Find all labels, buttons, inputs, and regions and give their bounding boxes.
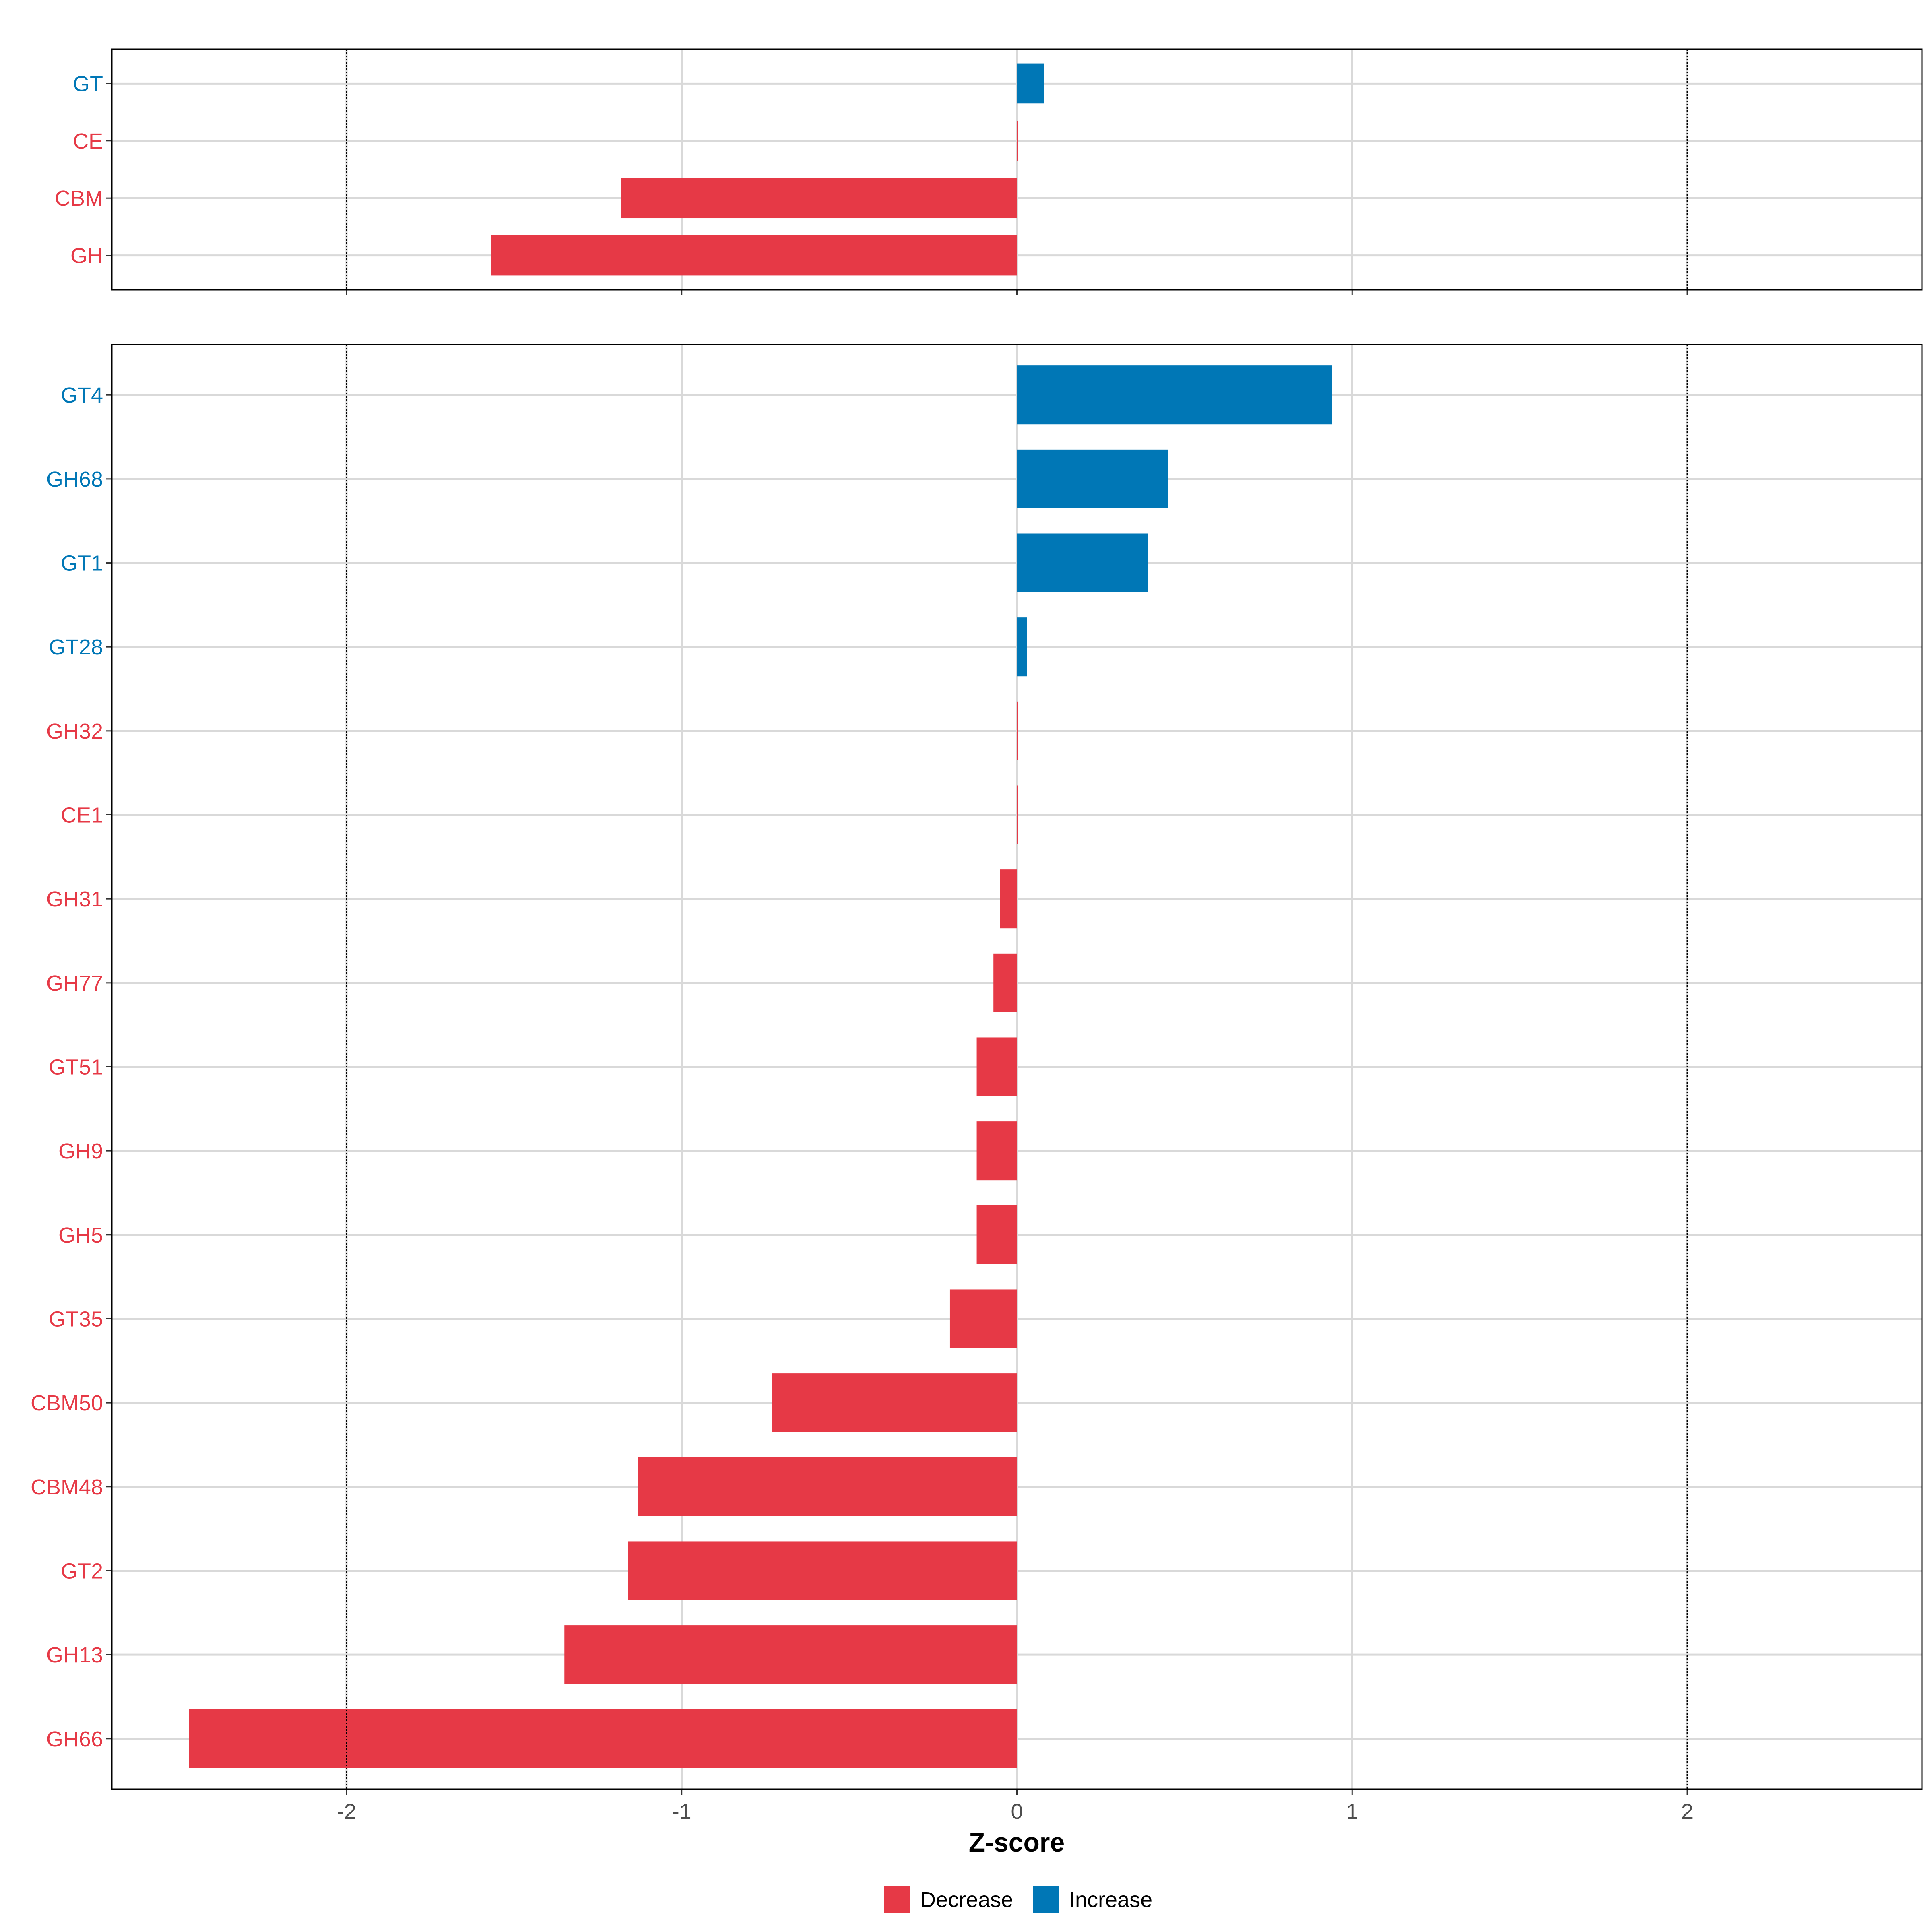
category-label-cbm48: CBM48 [31, 1475, 103, 1499]
legend-label-decrease: Decrease [920, 1888, 1013, 1912]
bar-cbm48 [638, 1457, 1017, 1516]
category-label-gt1: GT1 [61, 551, 103, 576]
x-tick-label: -1 [672, 1800, 691, 1824]
bar-gh13 [564, 1625, 1017, 1684]
bar-gh5 [976, 1205, 1017, 1264]
panel-border [111, 48, 1923, 291]
bottom-panel: GT4 GH68 GT1 GT28 GH32 CE1 GH31 GH77 GT51 GH9 GH5 G… [31, 344, 1923, 1795]
bar-gt35 [949, 1289, 1017, 1348]
bar-gh77 [993, 953, 1017, 1012]
x-axis-title: Z-score [969, 1827, 1065, 1857]
x-tick-label: 1 [1346, 1800, 1358, 1824]
x-tick-label: -2 [337, 1800, 356, 1824]
bar-gh68 [1017, 449, 1168, 508]
panel-border [111, 344, 1923, 1790]
category-label-gh: GH [70, 244, 103, 268]
category-label-cbm50: CBM50 [31, 1391, 103, 1415]
category-label-gh13: GH13 [46, 1643, 103, 1667]
bar-ce1 [1017, 785, 1018, 844]
bar-gh31 [1000, 869, 1017, 929]
category-label-gh9: GH9 [58, 1139, 103, 1163]
bar-cbm50 [772, 1373, 1017, 1432]
bar-gt51 [976, 1037, 1017, 1096]
bar-gh9 [976, 1121, 1017, 1181]
category-label-gh66: GH66 [46, 1727, 103, 1751]
legend: Decrease Increase [884, 1886, 1152, 1913]
category-label-ce: CE [73, 129, 103, 153]
category-label-gt35: GT35 [49, 1307, 103, 1331]
category-label-gt4: GT4 [61, 383, 103, 407]
legend-swatch-increase [1033, 1886, 1059, 1913]
bar-gh [491, 235, 1017, 276]
bar-gt28 [1017, 617, 1027, 677]
category-label-cbm: CBM [55, 186, 103, 211]
bar-gt [1017, 63, 1044, 104]
x-tick-label: 2 [1681, 1800, 1693, 1824]
category-label-gh77: GH77 [46, 971, 103, 995]
bar-gt4 [1017, 365, 1332, 425]
bar-ce [1017, 120, 1018, 161]
category-label-gh68: GH68 [46, 467, 103, 491]
category-label-gt28: GT28 [49, 635, 103, 659]
legend-label-increase: Increase [1069, 1888, 1152, 1912]
category-label-gt: GT [73, 72, 103, 96]
category-label-gh31: GH31 [46, 887, 103, 911]
x-axis: -2 -1 0 1 2 [337, 1800, 1693, 1824]
category-label-gh5: GH5 [58, 1223, 103, 1247]
bar-cbm [621, 178, 1017, 219]
bar-gh66 [189, 1709, 1017, 1768]
category-label-ce1: CE1 [61, 803, 103, 828]
bar-gt1 [1017, 533, 1148, 592]
category-label-gt51: GT51 [49, 1055, 103, 1080]
bar-gh32 [1017, 701, 1018, 760]
legend-swatch-decrease [884, 1886, 910, 1913]
category-label-gt2: GT2 [61, 1559, 103, 1583]
category-label-gh32: GH32 [46, 719, 103, 743]
x-tick-label: 0 [1011, 1800, 1023, 1824]
bar-gt2 [628, 1541, 1017, 1600]
top-panel: GT CE CBM GH [55, 48, 1923, 295]
